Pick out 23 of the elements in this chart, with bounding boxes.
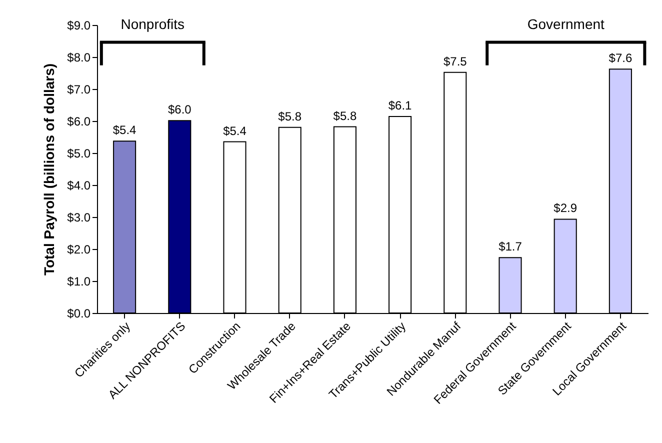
data-label: $6.1: [388, 98, 412, 113]
y-tick-label: $4.0: [67, 178, 91, 192]
y-tick-label: $5.0: [67, 146, 91, 160]
data-label: $5.4: [223, 124, 247, 138]
data-label: $2.9: [554, 201, 578, 216]
annotation: Nonprofits: [120, 16, 185, 32]
y-tick-label: $6.0: [67, 114, 91, 128]
annotation: Government: [527, 16, 605, 32]
data-label: $5.8: [333, 108, 357, 123]
y-tick-label: $8.0: [67, 50, 91, 64]
data-label: $5.4: [112, 123, 137, 138]
y-axis-title: Total Payroll (billions of dollars): [41, 63, 58, 276]
y-tick-label: $7.0: [67, 82, 91, 96]
y-tick-label: $9.0: [67, 18, 91, 32]
y-tick-label: $0.0: [67, 306, 91, 320]
data-label: $7.6: [608, 51, 632, 66]
y-tick-label: $3.0: [67, 210, 91, 224]
data-label: $1.7: [498, 240, 522, 254]
y-tick-label: $1.0: [67, 274, 91, 288]
data-label: $7.5: [443, 54, 468, 68]
data-label: $5.8: [278, 109, 302, 124]
data-label: $6.0: [168, 102, 192, 117]
y-tick-label: $2.0: [67, 242, 91, 256]
